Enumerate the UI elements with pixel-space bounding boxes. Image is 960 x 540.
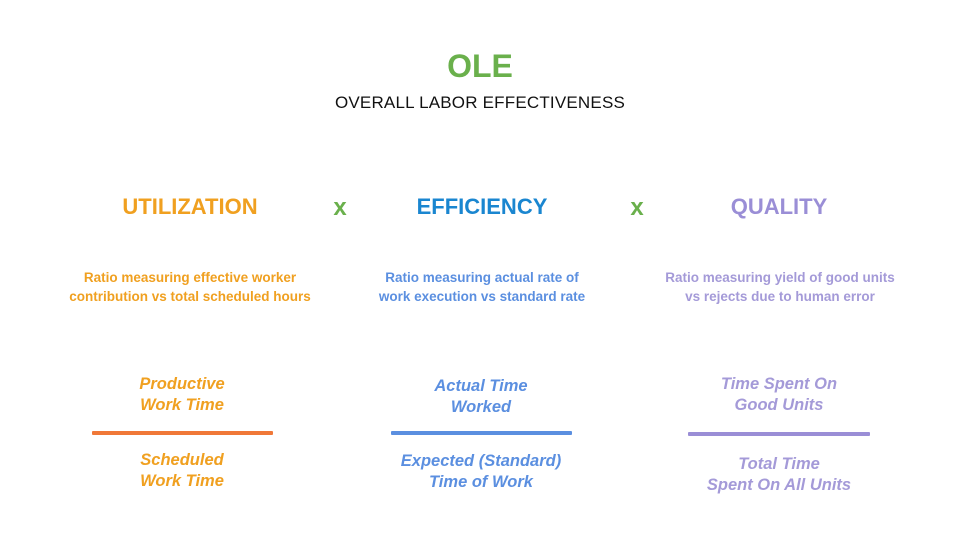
quality-numerator-line-2: Good Units (734, 396, 824, 414)
quality-numerator-line-1: Time Spent On (720, 375, 838, 393)
quality-description: Ratio measuring yield of good units vs r… (630, 268, 930, 306)
utilization-denominator: Scheduled Work Time (82, 450, 282, 492)
efficiency-denominator-line-2: Time of Work (429, 473, 533, 491)
efficiency-heading: EFFICIENCY (416, 194, 548, 219)
utilization-denominator-line-1: Scheduled (140, 451, 224, 469)
efficiency-numerator-line-1: Actual Time (434, 377, 528, 395)
quality-denominator-line-1: Total Time (738, 455, 820, 473)
page-title: OLE (447, 48, 513, 84)
efficiency-description-line-2: work execution vs standard rate (378, 289, 586, 304)
efficiency-fraction-bar (391, 431, 572, 435)
utilization-fraction-bar (92, 431, 273, 435)
quality-numerator: Time Spent On Good Units (679, 374, 879, 416)
utilization-description-line-1: Ratio measuring effective worker (83, 270, 297, 285)
efficiency-numerator-line-2: Worked (450, 398, 512, 416)
quality-description-line-2: vs rejects due to human error (685, 289, 875, 304)
efficiency-description-line-1: Ratio measuring actual rate of (385, 270, 579, 285)
utilization-description-line-2: contribution vs total scheduled hours (69, 289, 311, 304)
quality-denominator-line-2: Spent On All Units (706, 476, 852, 494)
multiply-operator-1: x (333, 194, 347, 221)
efficiency-denominator-line-1: Expected (Standard) (400, 452, 562, 470)
quality-description-line-1: Ratio measuring yield of good units (665, 270, 895, 285)
utilization-denominator-line-2: Work Time (140, 472, 224, 490)
utilization-numerator-line-2: Work Time (140, 396, 224, 414)
utilization-heading: UTILIZATION (122, 194, 258, 219)
utilization-numerator-line-1: Productive (139, 375, 225, 393)
efficiency-description: Ratio measuring actual rate of work exec… (332, 268, 632, 306)
multiply-operator-2: x (630, 194, 644, 221)
utilization-numerator: Productive Work Time (82, 374, 282, 416)
page-subtitle: OVERALL LABOR EFFECTIVENESS (334, 93, 626, 112)
quality-heading: QUALITY (730, 194, 828, 219)
efficiency-numerator: Actual Time Worked (381, 376, 581, 418)
utilization-description: Ratio measuring effective worker contrib… (40, 268, 340, 306)
quality-fraction-bar (688, 432, 870, 436)
efficiency-denominator: Expected (Standard) Time of Work (371, 451, 591, 493)
quality-denominator: Total Time Spent On All Units (669, 454, 889, 496)
